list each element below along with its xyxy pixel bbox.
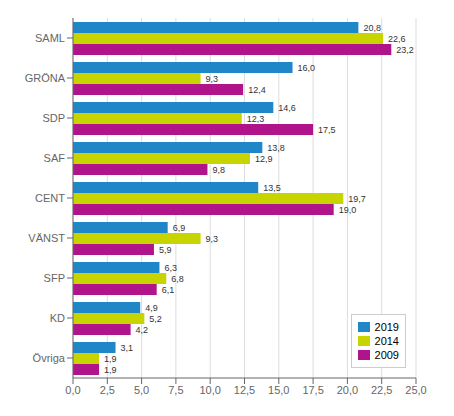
html-text:2009: 2009 (374, 349, 399, 361)
svg-text:6,9: 6,9 (173, 223, 186, 233)
svg-text:SDP: SDP (42, 112, 65, 124)
svg-text:19,7: 19,7 (348, 194, 366, 204)
svg-text:9,3: 9,3 (206, 234, 219, 244)
svg-text:7,5: 7,5 (168, 384, 183, 396)
svg-text:4,2: 4,2 (136, 325, 149, 335)
svg-text:12,4: 12,4 (248, 85, 266, 95)
svg-text:22,6: 22,6 (388, 34, 406, 44)
svg-text:6,8: 6,8 (171, 274, 184, 284)
svg-text:14,6: 14,6 (278, 103, 296, 113)
svg-text:2,5: 2,5 (100, 384, 115, 396)
svg-text:9,8: 9,8 (212, 165, 225, 175)
svg-text:15,0: 15,0 (268, 384, 289, 396)
svg-text:22,5: 22,5 (371, 384, 392, 396)
svg-text:6,3: 6,3 (164, 263, 177, 273)
svg-text:5,9: 5,9 (159, 245, 172, 255)
svg-text:20,8: 20,8 (363, 23, 381, 33)
html-text:2019: 2019 (374, 321, 399, 333)
svg-text:SFP: SFP (44, 272, 65, 284)
svg-text:0,0: 0,0 (65, 384, 80, 396)
svg-text:KD: KD (50, 312, 65, 324)
svg-text:12,9: 12,9 (255, 154, 273, 164)
svg-text:CENT: CENT (35, 192, 65, 204)
svg-text:25,0: 25,0 (405, 384, 426, 396)
svg-text:6,1: 6,1 (162, 285, 175, 295)
svg-text:12,3: 12,3 (247, 114, 265, 124)
svg-text:13,8: 13,8 (267, 143, 285, 153)
svg-text:1,9: 1,9 (104, 365, 117, 375)
html-text:2014: 2014 (374, 335, 399, 347)
svg-text:4,9: 4,9 (145, 303, 158, 313)
svg-text:5,2: 5,2 (149, 314, 162, 324)
svg-text:9,3: 9,3 (206, 74, 219, 84)
svg-text:SAF: SAF (44, 152, 66, 164)
svg-text:5,0: 5,0 (134, 384, 149, 396)
svg-text:Övriga: Övriga (33, 352, 66, 364)
svg-text:GRÖNA: GRÖNA (25, 72, 66, 84)
svg-text:12,5: 12,5 (234, 384, 255, 396)
svg-text:13,5: 13,5 (263, 183, 281, 193)
svg-text:3,1: 3,1 (121, 343, 134, 353)
svg-text:23,2: 23,2 (396, 45, 414, 55)
svg-text:SAML: SAML (35, 32, 65, 44)
svg-text:19,0: 19,0 (339, 205, 357, 215)
svg-text:17,5: 17,5 (302, 384, 323, 396)
svg-text:16,0: 16,0 (298, 63, 316, 73)
svg-text:1,9: 1,9 (104, 354, 117, 364)
svg-text:VÄNST: VÄNST (28, 232, 65, 244)
svg-text:17,5: 17,5 (318, 125, 336, 135)
svg-text:10,0: 10,0 (199, 384, 220, 396)
svg-text:20,0: 20,0 (337, 384, 358, 396)
